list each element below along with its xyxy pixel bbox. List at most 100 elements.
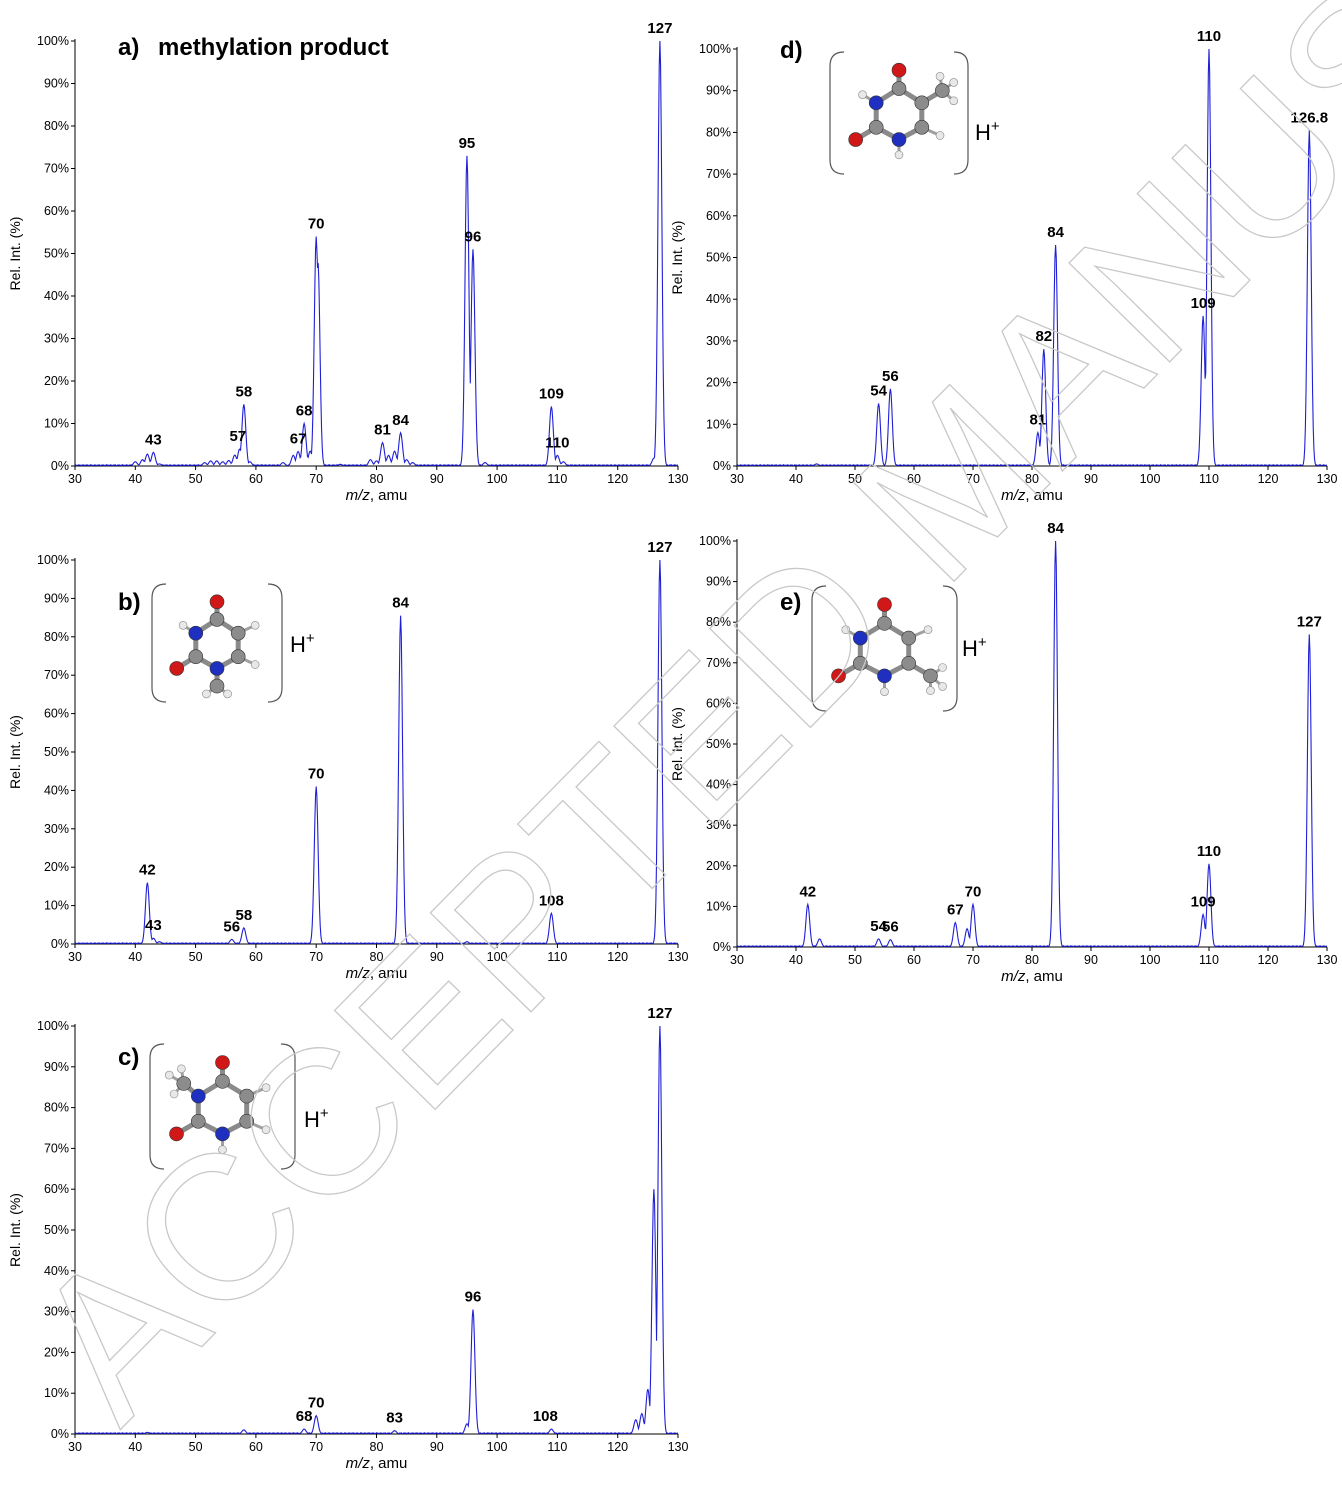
y-tick-label: 90% — [44, 77, 69, 91]
x-tick-label: 80 — [370, 1440, 384, 1454]
x-tick-label: 130 — [668, 950, 689, 964]
peak-label: 81 — [374, 422, 391, 439]
x-tick-label: 90 — [430, 1440, 444, 1454]
peak-label: 110 — [545, 434, 569, 451]
y-tick-label: 30% — [44, 332, 69, 346]
y-tick-label: 60% — [706, 209, 731, 223]
peak-label: 56 — [882, 919, 899, 936]
x-tick-label: 60 — [907, 953, 921, 967]
x-axis-label: m/z, amu — [1001, 487, 1063, 504]
oxygen-atom — [169, 1126, 184, 1142]
x-axis-label: m/z, amu — [346, 487, 408, 504]
peak-label: 127 — [647, 20, 672, 37]
x-tick-label: 80 — [1025, 472, 1039, 486]
y-tick-label: 0% — [713, 940, 731, 954]
x-tick-label: 60 — [249, 950, 263, 964]
y-axis-label: Rel. Int. (%) — [7, 217, 23, 291]
x-tick-label: 50 — [848, 472, 862, 486]
y-tick-label: 70% — [44, 162, 69, 176]
peak-label: 109 — [539, 386, 564, 403]
y-tick-label: 40% — [44, 1264, 69, 1278]
y-tick-label: 60% — [44, 1182, 69, 1196]
left-bracket — [149, 1043, 165, 1170]
peak-label: 84 — [1047, 224, 1064, 241]
protonation-charge: + — [991, 118, 1000, 135]
oxygen-atom — [169, 661, 185, 676]
carbon-atom — [891, 81, 907, 96]
x-tick-label: 90 — [1084, 953, 1098, 967]
y-axis-label: Rel. Int. (%) — [669, 221, 685, 295]
spectrum-line — [74, 40, 679, 467]
x-tick-label: 130 — [1317, 953, 1338, 967]
peak-label: 126.8 — [1291, 109, 1329, 126]
x-tick-label: 80 — [370, 472, 384, 486]
nitrogen-atom — [891, 132, 907, 147]
hydrogen-atom — [935, 131, 945, 140]
oxygen-atom — [831, 668, 846, 684]
peak-label: 109 — [1191, 295, 1216, 312]
x-tick-label: 40 — [128, 1440, 142, 1454]
x-tick-label: 70 — [309, 950, 323, 964]
y-tick-label: 90% — [44, 591, 69, 605]
x-tick-label: 130 — [1317, 472, 1338, 486]
y-tick-label: 80% — [44, 630, 69, 644]
peak-label: 83 — [386, 1410, 403, 1427]
y-tick-label: 0% — [51, 937, 69, 951]
x-tick-label: 100 — [1140, 472, 1161, 486]
carbon-atom — [868, 120, 884, 135]
y-tick-label: 60% — [44, 707, 69, 721]
protonation-symbol: H — [975, 120, 991, 145]
peak-label: 42 — [139, 862, 156, 879]
protonation-label: H+ — [962, 634, 987, 661]
protonation-symbol: H — [962, 636, 978, 661]
y-tick-label: 20% — [706, 376, 731, 390]
x-tick-label: 100 — [487, 950, 508, 964]
peak-label: 96 — [465, 228, 482, 245]
y-tick-label: 50% — [706, 737, 731, 751]
y-tick-label: 10% — [706, 899, 731, 913]
x-tick-label: 100 — [487, 472, 508, 486]
x-tick-label: 30 — [68, 472, 82, 486]
peak-label: 82 — [1035, 328, 1052, 345]
x-tick-label: 40 — [128, 950, 142, 964]
y-tick-label: 70% — [706, 167, 731, 181]
protonation-charge: + — [306, 630, 315, 647]
carbon-atom — [239, 1114, 254, 1129]
carbon-atom — [852, 655, 868, 671]
y-tick-label: 30% — [706, 334, 731, 348]
peak-label: 70 — [308, 766, 325, 783]
right-bracket — [953, 51, 969, 175]
y-tick-label: 20% — [706, 859, 731, 873]
peak-label: 84 — [392, 412, 409, 429]
peak-label: 56 — [882, 368, 899, 385]
y-tick-label: 40% — [706, 292, 731, 306]
protonation-label: H+ — [975, 118, 1000, 145]
y-tick-label: 50% — [44, 745, 69, 759]
x-axis-label-italic: m/z — [1001, 968, 1026, 985]
y-tick-label: 30% — [706, 818, 731, 832]
peak-label: 95 — [459, 135, 476, 152]
y-tick-label: 80% — [44, 1101, 69, 1115]
x-tick-label: 110 — [1199, 953, 1219, 967]
hydrogen-atom — [949, 96, 959, 106]
peak-label: 110 — [1197, 28, 1221, 45]
oxygen-atom — [891, 62, 907, 78]
hydrogen-atom — [880, 687, 889, 696]
peak-label: 58 — [235, 907, 252, 924]
panel-label: d) — [780, 37, 803, 64]
x-tick-label: 90 — [430, 472, 444, 486]
panel-label: a) — [118, 34, 139, 61]
x-tick-label: 70 — [966, 472, 980, 486]
x-axis-label-unit: , amu — [370, 965, 408, 982]
y-tick-label: 90% — [706, 84, 731, 98]
right-bracket — [280, 1043, 296, 1170]
x-tick-label: 130 — [668, 1440, 689, 1454]
x-tick-label: 30 — [730, 472, 744, 486]
x-tick-label: 40 — [789, 953, 803, 967]
x-tick-label: 50 — [189, 950, 203, 964]
y-tick-label: 60% — [44, 204, 69, 218]
protonation-symbol: H — [304, 1107, 320, 1132]
peak-label: 127 — [647, 539, 672, 556]
carbon-atom — [191, 1114, 206, 1129]
